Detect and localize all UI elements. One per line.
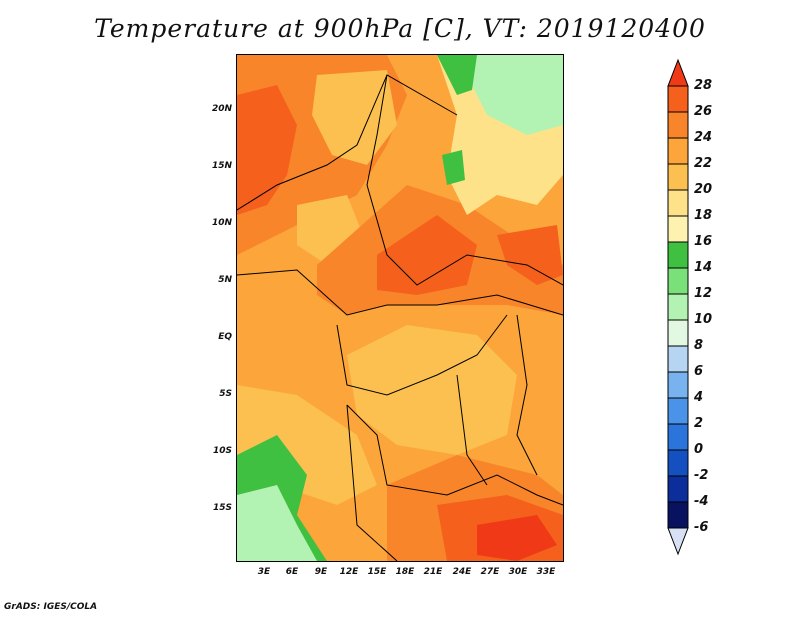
- lat-label: 5S: [219, 389, 232, 399]
- field-26-car: [377, 215, 477, 295]
- colorbar-segment: [667, 215, 689, 243]
- colorbar-segment: [667, 189, 689, 217]
- colorbar-label: 26: [694, 104, 713, 119]
- colorbar-segment: [667, 241, 689, 269]
- colorbar-label: 22: [694, 156, 713, 171]
- field-14-ne-patch: [442, 150, 465, 185]
- lat-label: 20N: [211, 104, 232, 114]
- field-14-ne-strip: [437, 55, 477, 95]
- colorbar-segment: [667, 163, 689, 191]
- colorbar-label: 28: [694, 78, 713, 93]
- lat-label: 5N: [218, 275, 232, 285]
- colorbar-label: 6: [694, 364, 704, 379]
- lon-label: 9E: [314, 567, 328, 577]
- colorbar-label: -6: [694, 520, 709, 535]
- colorbar-segment: [667, 423, 689, 451]
- colorbar-segment: [667, 371, 689, 399]
- chart-title: Temperature at 900hPa [C], VT: 201912040…: [94, 14, 706, 43]
- colorbar-segment: [667, 345, 689, 373]
- colorbar-label: 12: [694, 286, 713, 301]
- field-28-zimbabwe: [477, 515, 557, 561]
- field-10-egypt: [467, 55, 563, 135]
- temperature-field: [237, 55, 563, 561]
- lat-label: 15S: [212, 503, 232, 513]
- colorbar-label: 4: [694, 390, 704, 405]
- colorbar-label: 20: [694, 182, 713, 197]
- colorbar-bottom-arrow: [667, 527, 689, 556]
- colorbar-segment: [667, 319, 689, 347]
- lon-label: 30E: [508, 567, 528, 577]
- country-borders: [237, 74, 563, 561]
- colorbar-label: 24: [694, 130, 713, 145]
- colorbar-segment: [667, 85, 689, 113]
- lon-label: 6E: [285, 567, 299, 577]
- lat-label: 10S: [212, 446, 232, 456]
- colorbar-label: 14: [694, 260, 713, 275]
- colorbar-label: -2: [694, 468, 709, 483]
- temperature-map: [236, 54, 564, 562]
- footer-credit: GrADS: IGES/COLA: [4, 602, 98, 612]
- lon-label: 18E: [395, 567, 415, 577]
- field-26-sudan: [497, 225, 563, 285]
- colorbar-label: 8: [694, 338, 704, 353]
- lon-label: 21E: [423, 567, 443, 577]
- field-10-southwest: [237, 485, 317, 561]
- field-20-congo: [347, 325, 517, 455]
- lat-label: EQ: [218, 332, 232, 342]
- lon-label: 15E: [367, 567, 387, 577]
- lon-label: 27E: [480, 567, 500, 577]
- colorbar-label: 0: [694, 442, 704, 457]
- colorbar-segment: [667, 449, 689, 477]
- colorbar-label: -4: [694, 494, 709, 509]
- colorbar-segment: [667, 111, 689, 139]
- colorbar-label: 16: [694, 234, 713, 249]
- lon-label: 33E: [536, 567, 556, 577]
- lon-label: 12E: [339, 567, 359, 577]
- lon-label: 3E: [257, 567, 271, 577]
- colorbar-segment: [667, 137, 689, 165]
- colorbar-segment: [667, 475, 689, 503]
- lat-label: 10N: [211, 218, 232, 228]
- lat-label: 15N: [211, 161, 232, 171]
- colorbar-segment: [667, 397, 689, 425]
- colorbar-segment: [667, 293, 689, 321]
- colorbar-segment: [667, 501, 689, 529]
- colorbar-label: 2: [694, 416, 704, 431]
- colorbar-label: 10: [694, 312, 713, 327]
- lon-label: 24E: [452, 567, 472, 577]
- colorbar-segment: [667, 267, 689, 295]
- colorbar: [667, 58, 689, 556]
- colorbar-top-arrow: [667, 58, 689, 87]
- colorbar-label: 18: [694, 208, 713, 223]
